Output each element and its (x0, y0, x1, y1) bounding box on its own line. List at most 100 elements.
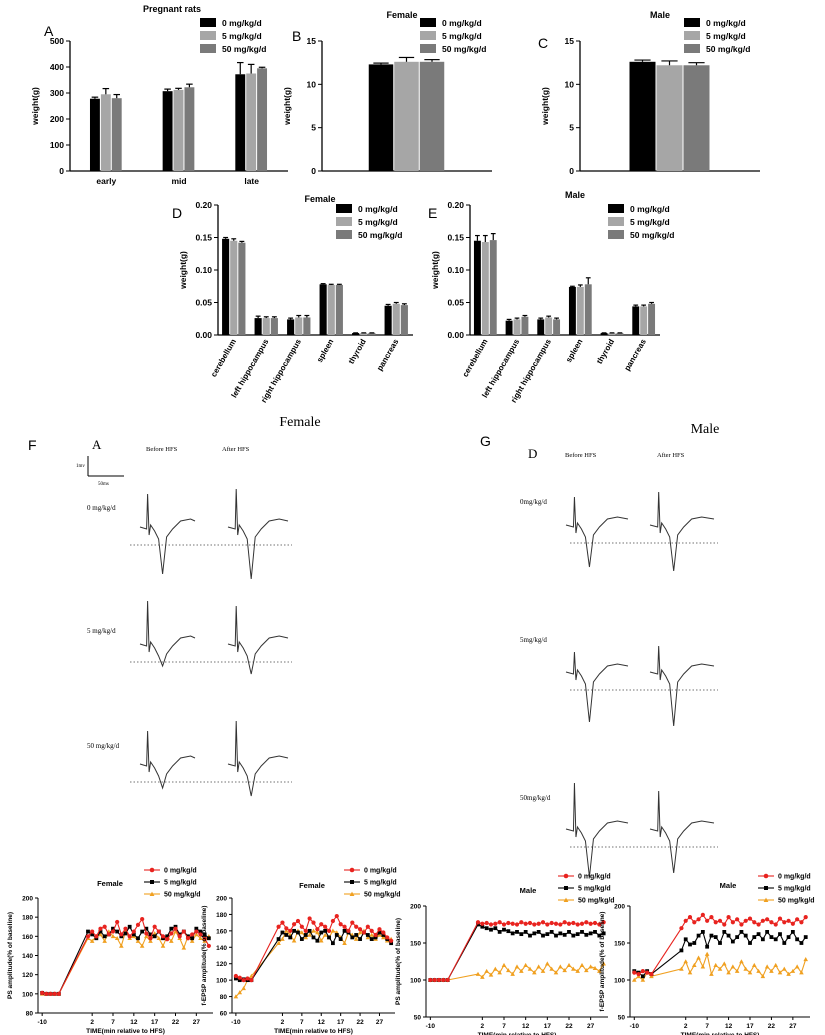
data-point (299, 924, 304, 929)
data-point (181, 945, 187, 950)
data-point (760, 918, 765, 923)
data-point (144, 934, 149, 939)
legend-marker (763, 897, 769, 902)
bar (394, 61, 419, 171)
data-point (292, 928, 296, 933)
y-axis-label: PS amplitude(% of baseline) (7, 912, 14, 999)
data-point (52, 991, 57, 996)
data-point (202, 936, 207, 941)
legend-marker (564, 886, 568, 890)
data-point (185, 936, 191, 941)
bar (640, 306, 648, 335)
y-tick-label: 50 (414, 1015, 422, 1022)
legend-swatch (608, 230, 624, 239)
data-point (730, 939, 735, 944)
data-point (756, 922, 761, 927)
x-tick-label: 17 (544, 1023, 552, 1030)
y-tick-label: 10 (565, 79, 575, 89)
x-tick-label: 2 (684, 1023, 688, 1030)
data-point (497, 920, 502, 925)
data-point (135, 922, 141, 927)
data-point (645, 970, 650, 975)
bar (100, 94, 111, 171)
data-point (566, 921, 572, 926)
data-point (747, 970, 753, 975)
bar (230, 240, 238, 335)
data-point (385, 935, 390, 940)
x-tick-label: 22 (565, 1023, 573, 1030)
data-point (632, 970, 637, 975)
y-tick-label: 100 (50, 140, 64, 150)
y-axis-label: weight(g) (540, 87, 550, 126)
data-point (640, 974, 645, 979)
data-point (713, 920, 718, 925)
data-point (799, 970, 804, 975)
data-point (489, 927, 493, 932)
y-axis-label: weight(g) (282, 87, 292, 126)
y-tick-label: 0.20 (195, 200, 212, 210)
chart-title: Female (97, 879, 123, 888)
data-point (765, 930, 770, 934)
data-point (514, 922, 520, 927)
data-point (389, 941, 394, 946)
data-point (558, 931, 563, 936)
data-point (165, 934, 170, 939)
data-point (721, 961, 727, 966)
legend-swatch (336, 204, 352, 213)
legend-label: 50 mg/kg/d (630, 230, 674, 240)
category-label: pancreas (623, 337, 649, 372)
dose-row-label: 50mg/kg/d (520, 794, 551, 802)
bar (162, 91, 173, 171)
legend-marker (149, 867, 155, 873)
legend-label: 50 mg/kg/d (358, 230, 402, 240)
data-point (334, 913, 339, 919)
legend-label: 0 mg/kg/d (578, 874, 611, 881)
data-point (683, 918, 688, 923)
data-point (541, 933, 545, 938)
x-tick-label: 17 (746, 1023, 754, 1030)
legend-swatch (336, 230, 352, 239)
data-point (106, 932, 111, 937)
data-point (119, 943, 124, 948)
data-point (488, 922, 494, 927)
bar (400, 305, 408, 335)
data-point (233, 973, 238, 979)
data-point (127, 924, 132, 929)
data-point (558, 964, 563, 969)
y-tick-label: 0 (569, 166, 574, 176)
data-point (365, 935, 371, 940)
data-point (506, 968, 511, 973)
data-point (284, 928, 289, 933)
data-point (44, 991, 49, 996)
data-point (782, 920, 787, 925)
data-point (527, 920, 533, 926)
data-point (432, 977, 437, 983)
data-point (549, 930, 554, 934)
bar (319, 284, 327, 335)
panel-letter: B (292, 28, 301, 44)
legend-label: 5 mg/kg/d (364, 880, 397, 887)
data-point (284, 933, 289, 937)
y-tick-label: 10 (307, 79, 317, 89)
x-tick-label: 27 (587, 1023, 595, 1030)
data-point (760, 974, 766, 979)
panel-letter: C (538, 35, 548, 51)
data-point (194, 929, 199, 934)
data-point (98, 929, 103, 934)
data-point (636, 971, 641, 977)
legend-label: 0 mg/kg/d (706, 18, 746, 28)
data-point (705, 944, 710, 949)
x-tick-label: -10 (231, 1019, 241, 1026)
legend-label: 0 mg/kg/d (358, 204, 398, 214)
data-point (288, 935, 293, 940)
x-tick-label: 12 (522, 1023, 530, 1030)
bar (335, 284, 343, 335)
data-point (241, 978, 246, 983)
data-point (631, 977, 637, 982)
data-point (688, 942, 692, 947)
y-tick-label: 100 (410, 978, 421, 985)
data-point (692, 920, 697, 925)
y-tick-label: 100 (614, 978, 625, 985)
data-point (519, 920, 524, 925)
